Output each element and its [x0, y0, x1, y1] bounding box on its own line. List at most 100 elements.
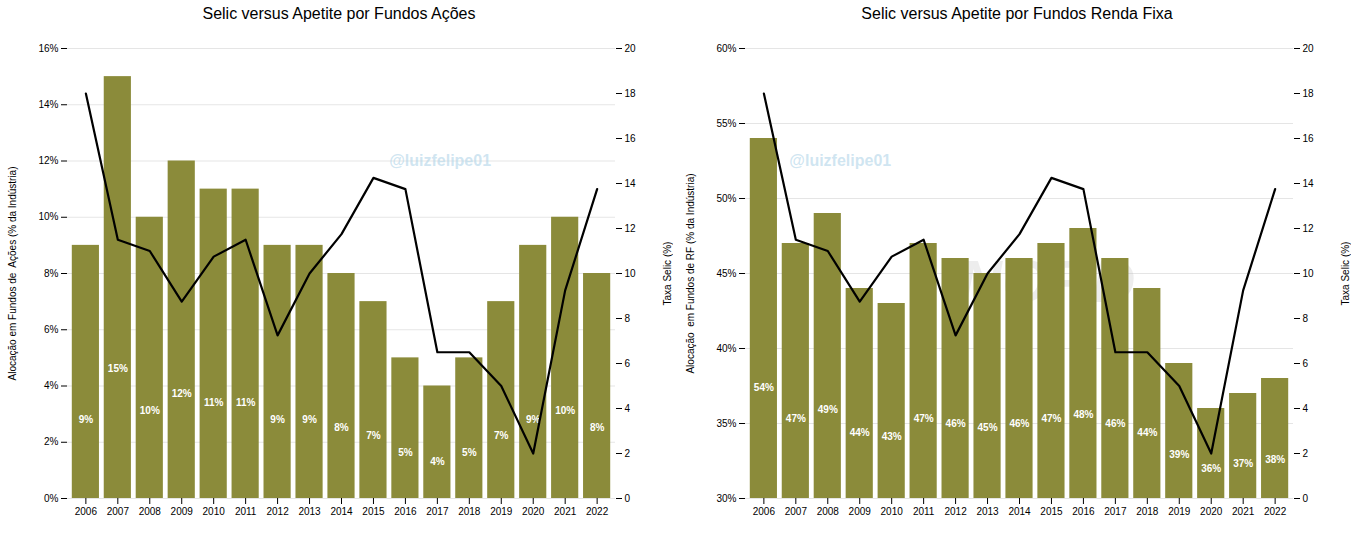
svg-text:10: 10: [625, 268, 637, 279]
svg-text:9%: 9%: [270, 414, 285, 425]
svg-text:10%: 10%: [555, 405, 575, 416]
svg-text:45%: 45%: [978, 422, 998, 433]
svg-text:37%: 37%: [1233, 458, 1253, 469]
svg-text:47%: 47%: [786, 413, 806, 424]
svg-text:Taxa Selic (%): Taxa Selic (%): [662, 242, 673, 306]
svg-text:10%: 10%: [140, 405, 160, 416]
svg-text:2014: 2014: [330, 506, 353, 517]
svg-text:50%: 50%: [716, 193, 736, 204]
svg-text:5%: 5%: [462, 447, 477, 458]
svg-text:6%: 6%: [44, 324, 59, 335]
svg-text:Alocação em Fundos de Ações (: Alocação em Fundos de Ações (% da Indúst…: [7, 166, 18, 380]
svg-text:8%: 8%: [334, 422, 349, 433]
svg-text:0: 0: [625, 493, 631, 504]
svg-text:47%: 47%: [914, 413, 934, 424]
svg-text:43%: 43%: [882, 431, 902, 442]
svg-text:2%: 2%: [44, 436, 59, 447]
svg-text:2011: 2011: [235, 506, 257, 517]
svg-text:2018: 2018: [458, 506, 481, 517]
svg-text:2020: 2020: [1200, 506, 1223, 517]
svg-text:2019: 2019: [1168, 506, 1191, 517]
svg-text:14%: 14%: [38, 99, 58, 110]
svg-text:2012: 2012: [944, 506, 967, 517]
svg-text:18: 18: [1303, 88, 1315, 99]
svg-text:47%: 47%: [1041, 413, 1061, 424]
svg-text:7%: 7%: [366, 430, 381, 441]
svg-text:7%: 7%: [494, 430, 509, 441]
svg-text:20: 20: [1303, 43, 1315, 54]
svg-text:Alocação em Fundos de RF (% d: Alocação em Fundos de RF (% da Indústria…: [685, 173, 696, 373]
svg-text:60%: 60%: [716, 43, 736, 54]
svg-text:49%: 49%: [818, 404, 838, 415]
svg-text:36%: 36%: [1201, 463, 1221, 474]
svg-text:39%: 39%: [1169, 449, 1189, 460]
svg-text:2017: 2017: [426, 506, 449, 517]
svg-text:2008: 2008: [139, 506, 162, 517]
svg-text:2008: 2008: [817, 506, 840, 517]
svg-text:11%: 11%: [236, 397, 256, 408]
svg-text:16: 16: [1303, 133, 1315, 144]
svg-text:30%: 30%: [716, 493, 736, 504]
svg-text:46%: 46%: [1009, 418, 1029, 429]
svg-text:9%: 9%: [302, 414, 317, 425]
svg-text:2006: 2006: [75, 506, 98, 517]
svg-text:6: 6: [1303, 358, 1309, 369]
svg-text:8: 8: [625, 313, 631, 324]
svg-text:0%: 0%: [44, 493, 59, 504]
svg-text:14: 14: [1303, 178, 1315, 189]
svg-text:4%: 4%: [430, 456, 445, 467]
svg-text:12%: 12%: [172, 388, 192, 399]
svg-text:20: 20: [625, 43, 637, 54]
svg-text:2010: 2010: [881, 506, 904, 517]
svg-text:10: 10: [1303, 268, 1315, 279]
svg-text:6: 6: [625, 358, 631, 369]
svg-text:9%: 9%: [526, 414, 541, 425]
svg-text:38%: 38%: [1265, 454, 1285, 465]
svg-text:@luizfelipe01: @luizfelipe01: [389, 152, 491, 169]
svg-text:2021: 2021: [1232, 506, 1255, 517]
svg-text:9%: 9%: [79, 414, 94, 425]
svg-text:2014: 2014: [1008, 506, 1031, 517]
svg-text:44%: 44%: [1137, 427, 1157, 438]
svg-text:54%: 54%: [754, 382, 774, 393]
svg-text:2020: 2020: [522, 506, 545, 517]
svg-text:2021: 2021: [554, 506, 577, 517]
svg-text:0: 0: [1303, 493, 1309, 504]
svg-text:12%: 12%: [38, 155, 58, 166]
svg-text:4: 4: [1303, 403, 1309, 414]
svg-text:2009: 2009: [849, 506, 872, 517]
svg-text:2015: 2015: [362, 506, 385, 517]
svg-text:48%: 48%: [1073, 409, 1093, 420]
svg-text:2017: 2017: [1104, 506, 1127, 517]
svg-text:16%: 16%: [38, 43, 58, 54]
svg-text:18: 18: [625, 88, 637, 99]
svg-text:46%: 46%: [1105, 418, 1125, 429]
svg-text:2007: 2007: [107, 506, 130, 517]
svg-text:2016: 2016: [1072, 506, 1095, 517]
svg-text:45%: 45%: [716, 268, 736, 279]
svg-text:Taxa Selic (%): Taxa Selic (%): [1340, 242, 1351, 306]
svg-text:5%: 5%: [398, 447, 413, 458]
svg-text:2: 2: [625, 448, 631, 459]
svg-text:2015: 2015: [1040, 506, 1063, 517]
svg-text:35%: 35%: [716, 418, 736, 429]
svg-text:15%: 15%: [108, 363, 128, 374]
svg-text:2: 2: [1303, 448, 1309, 459]
svg-text:12: 12: [625, 223, 637, 234]
svg-text:2013: 2013: [976, 506, 999, 517]
svg-text:44%: 44%: [850, 427, 870, 438]
svg-text:2019: 2019: [490, 506, 513, 517]
svg-text:12: 12: [1303, 223, 1315, 234]
svg-text:8%: 8%: [44, 268, 59, 279]
svg-text:14: 14: [625, 178, 637, 189]
svg-text:8: 8: [1303, 313, 1309, 324]
svg-text:2007: 2007: [785, 506, 808, 517]
svg-text:2013: 2013: [298, 506, 321, 517]
svg-text:2011: 2011: [913, 506, 935, 517]
svg-text:2016: 2016: [394, 506, 417, 517]
svg-text:40%: 40%: [716, 343, 736, 354]
svg-text:46%: 46%: [946, 418, 966, 429]
svg-text:10%: 10%: [38, 211, 58, 222]
svg-text:2022: 2022: [586, 506, 609, 517]
svg-text:8%: 8%: [590, 422, 605, 433]
